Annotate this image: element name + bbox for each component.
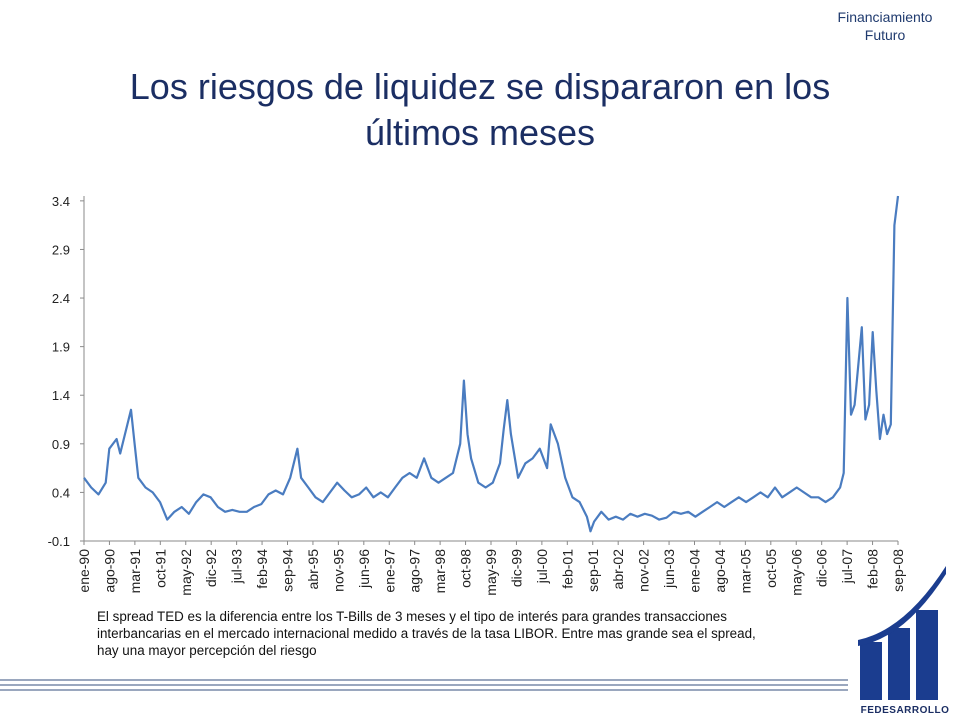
x-tick-label: jul-07: [839, 549, 855, 584]
x-tick-label: may-06: [788, 549, 804, 596]
section-tag: Financiamiento Futuro: [830, 8, 940, 44]
x-tick-label: oct-05: [763, 549, 779, 588]
page-title-line1: Los riesgos de liquidez se dispararon en…: [129, 66, 831, 107]
x-tick-label: oct-98: [458, 549, 474, 588]
x-tick-label: mar-91: [127, 549, 143, 594]
x-tick-label: jul-00: [534, 549, 550, 584]
x-tick-label: oct-91: [152, 549, 168, 588]
x-tick-label: ago-97: [407, 549, 423, 593]
x-tick-label: sep-94: [280, 549, 296, 592]
y-tick-label: -0.1: [48, 534, 70, 549]
x-tick-label: dic-06: [814, 549, 830, 587]
chart-footnote: El spread TED es la diferencia entre los…: [97, 609, 756, 658]
x-tick-label: ago-04: [712, 549, 728, 593]
section-tag-line2: Futuro: [864, 27, 906, 43]
x-tick-label: sep-08: [890, 549, 906, 592]
x-tick-label: feb-01: [559, 549, 575, 589]
x-tick-label: dic-99: [508, 549, 524, 587]
brand-divider: [0, 676, 848, 710]
x-tick-label: feb-94: [254, 549, 270, 589]
y-tick-label: 1.4: [52, 388, 70, 403]
x-tick-label: abr-02: [610, 549, 626, 590]
y-tick-label: 1.9: [52, 340, 70, 355]
x-tick-label: ene-97: [381, 549, 397, 593]
x-tick-label: jul-93: [229, 549, 245, 584]
y-tick-label: 0.9: [52, 437, 70, 452]
x-tick-label: may-99: [483, 549, 499, 596]
x-tick-label: ago-90: [101, 549, 117, 593]
x-tick-label: nov-95: [330, 549, 346, 592]
y-tick-label: 2.4: [52, 291, 70, 306]
x-tick-label: jun-96: [356, 549, 372, 589]
x-tick-label: sep-01: [585, 549, 601, 592]
y-tick-label: 3.4: [52, 194, 70, 209]
y-tick-label: 0.4: [52, 485, 70, 500]
x-tick-label: feb-08: [865, 549, 881, 589]
x-tick-label: ene-04: [687, 549, 703, 593]
page-title-line2: últimos meses: [364, 112, 596, 153]
section-tag-line1: Financiamiento: [837, 9, 933, 25]
series-line: [83, 195, 900, 533]
x-tick-label: jun-03: [661, 549, 677, 589]
x-tick-label: mar-05: [737, 549, 753, 594]
x-tick-label: nov-02: [636, 549, 652, 592]
x-tick-label: dic-92: [203, 549, 219, 587]
x-tick-label: ene-90: [76, 549, 92, 593]
page-title: Los riesgos de liquidez se dispararon en…: [40, 64, 920, 156]
x-tick-label: mar-98: [432, 549, 448, 594]
brand-name: FEDESARROLLO: [860, 705, 950, 716]
y-tick-label: 2.9: [52, 242, 70, 257]
x-tick-label: may-92: [178, 549, 194, 596]
x-tick-label: abr-95: [305, 549, 321, 590]
